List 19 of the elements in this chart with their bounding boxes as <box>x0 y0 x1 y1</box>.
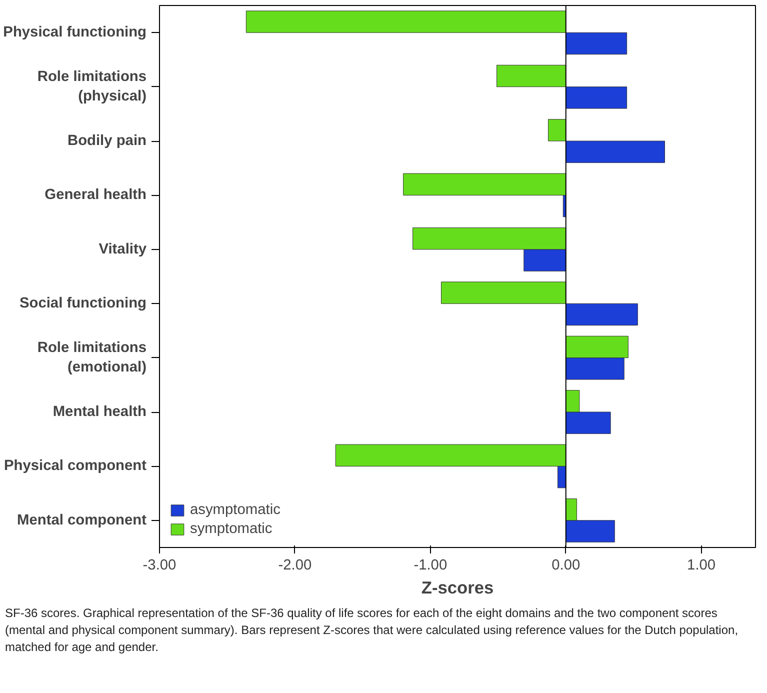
y-tick-label: Mental component <box>17 512 147 528</box>
y-tick-label: Role limitations (emotional) <box>37 340 147 376</box>
y-tick-label: Role limitations (physical) <box>37 69 147 104</box>
y-tick-label: General health <box>44 187 147 204</box>
x-tick-label: -2.00 <box>278 558 312 574</box>
y-tick-label: Vitality <box>98 241 148 258</box>
y-tick-label: Mental health <box>52 404 147 420</box>
legend-label: asymptomatic <box>190 502 280 518</box>
y-tick-label: Social functioning <box>19 296 147 312</box>
x-axis-title: Z-scores <box>421 578 494 598</box>
x-tick-label: 1.00 <box>687 558 716 574</box>
text: SF-36 scores. Graphical representation of the SF-36 quality of life scores for each of the eight domains and the two component scores (mental and physical component summary). Bars represent Z-scores that were calculated using reference values for the Dutch population, matched for age and gender. <box>5 605 740 656</box>
x-tick-label: -3.00 <box>142 558 176 574</box>
y-tick-label: Physical component <box>4 458 147 474</box>
x-tick-label: -1.00 <box>414 558 448 574</box>
y-tick-label: Bodily pain <box>68 133 147 149</box>
legend-label: symptomatic <box>190 521 272 537</box>
y-tick-label: Physical functioning <box>3 24 147 41</box>
x-tick-label: 0.00 <box>552 558 580 574</box>
